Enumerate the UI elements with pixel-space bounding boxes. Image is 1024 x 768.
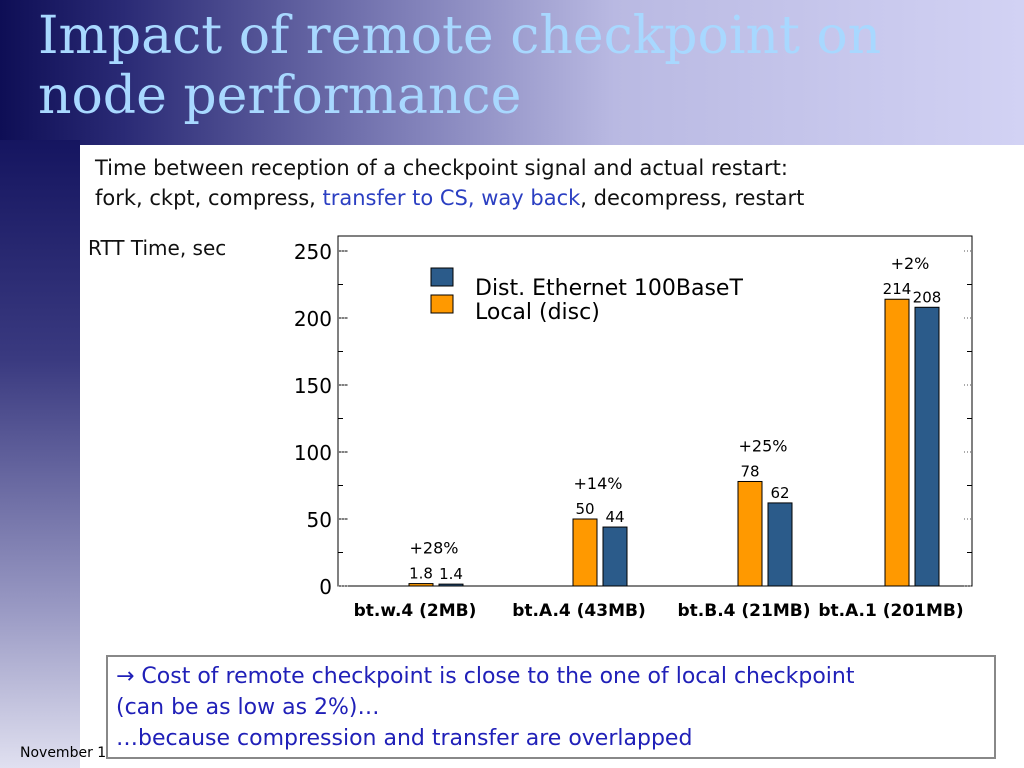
chart-description: Time between reception of a checkpoint s… xyxy=(95,153,1005,213)
footer-date: November 1 xyxy=(20,745,107,761)
bar-remote xyxy=(914,306,940,587)
data-label-local: 78 xyxy=(740,462,759,480)
left-decoration-bar xyxy=(0,140,80,768)
legend-swatch-local xyxy=(430,294,454,314)
bar-local xyxy=(408,583,434,587)
bar-remote xyxy=(767,502,793,587)
description-suffix: , decompress, restart xyxy=(580,186,805,210)
y-tick-label: 150 xyxy=(294,374,332,398)
conclusion-line-1: → Cost of remote checkpoint is close to … xyxy=(116,664,855,689)
x-category-label: bt.B.4 (21MB) xyxy=(678,601,811,621)
data-label-local: 1.8 xyxy=(409,565,433,583)
legend-swatch-remote xyxy=(430,267,454,287)
y-tick-label: 100 xyxy=(294,441,332,465)
x-category-label: bt.A.1 (201MB) xyxy=(818,601,963,621)
data-label-local: 50 xyxy=(575,500,594,518)
slide-title: Impact of remote checkpoint on node perf… xyxy=(38,6,882,126)
bar-chart: 0 50 100 150 200 250 1.8 1.4 +28% bt.w.4 (2MB) 50 4… xyxy=(294,235,973,621)
data-label-remote: 62 xyxy=(770,484,789,502)
plot-frame xyxy=(337,235,973,587)
bar-local xyxy=(737,480,763,587)
percent-annotation: +14% xyxy=(574,474,623,493)
percent-annotation: +2% xyxy=(891,254,930,273)
percent-annotation: +28% xyxy=(410,539,459,558)
description-line-1: Time between reception of a checkpoint s… xyxy=(95,156,788,180)
data-label-remote: 44 xyxy=(605,508,624,526)
description-highlight: transfer to CS, way back xyxy=(322,186,581,210)
conclusion-box: → Cost of remote checkpoint is close to … xyxy=(106,655,996,759)
description-line-2: fork, ckpt, compress, transfer to CS, wa… xyxy=(95,183,1005,213)
bar-remote xyxy=(602,526,628,587)
y-tick-label: 200 xyxy=(294,307,332,331)
data-label-remote: 1.4 xyxy=(439,565,463,583)
conclusion-line-2: (can be as low as 2%)… xyxy=(116,695,380,720)
data-label-local: 214 xyxy=(883,280,912,298)
description-prefix: fork, ckpt, compress, xyxy=(95,186,323,210)
data-label-remote: 208 xyxy=(913,288,942,306)
legend-label-remote: Dist. Ethernet 100BaseT xyxy=(475,276,743,301)
legend-label-local: Local (disc) xyxy=(475,300,600,325)
percent-annotation: +25% xyxy=(739,436,788,455)
y-tick-label: 250 xyxy=(294,240,332,264)
conclusion-line-3: …because compression and transfer are ov… xyxy=(116,726,693,751)
bar-local xyxy=(884,298,910,587)
bar-remote xyxy=(438,583,464,587)
y-tick-label: 0 xyxy=(319,575,332,599)
x-category-label: bt.A.4 (43MB) xyxy=(512,601,646,621)
bar-local xyxy=(572,518,598,587)
x-category-label: bt.w.4 (2MB) xyxy=(354,601,477,621)
y-axis-unit-label: RTT Time, sec xyxy=(88,236,227,260)
y-tick-label: 50 xyxy=(307,508,332,532)
